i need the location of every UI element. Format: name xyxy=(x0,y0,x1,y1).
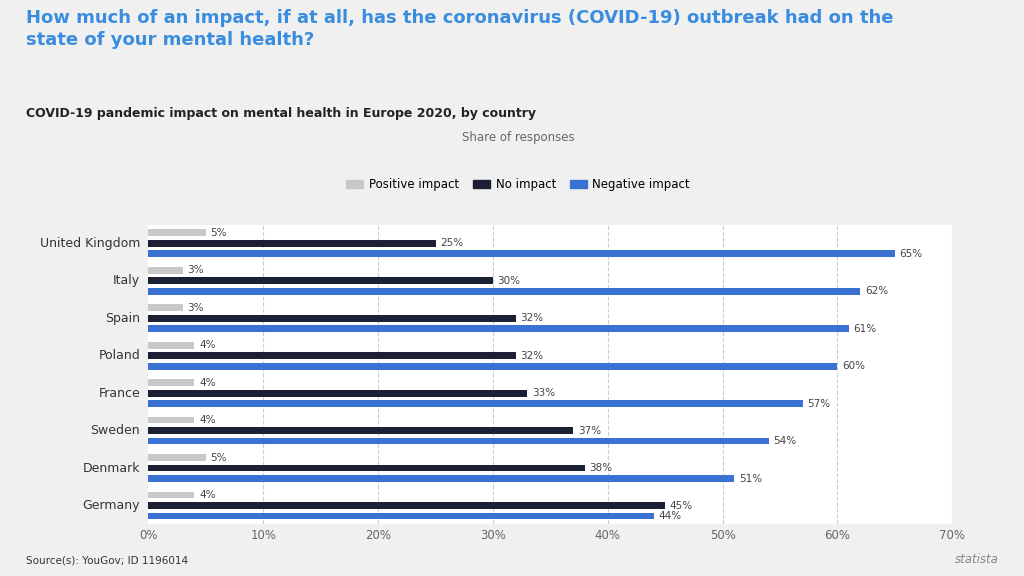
Text: 37%: 37% xyxy=(578,426,601,435)
Text: 57%: 57% xyxy=(808,399,830,408)
Text: Source(s): YouGov; ID 1196014: Source(s): YouGov; ID 1196014 xyxy=(26,556,187,566)
Bar xyxy=(148,304,183,311)
Bar xyxy=(148,454,206,461)
Text: COVID-19 pandemic impact on mental health in Europe 2020, by country: COVID-19 pandemic impact on mental healt… xyxy=(26,107,536,120)
Text: 65%: 65% xyxy=(899,249,923,259)
Text: 61%: 61% xyxy=(854,324,877,334)
Text: 33%: 33% xyxy=(532,388,555,398)
Bar xyxy=(148,475,734,482)
Bar xyxy=(148,465,585,472)
Bar xyxy=(148,438,769,445)
Text: 4%: 4% xyxy=(199,490,215,500)
Text: How much of an impact, if at all, has the coronavirus (COVID-19) outbreak had on: How much of an impact, if at all, has th… xyxy=(26,9,893,49)
Text: 5%: 5% xyxy=(211,453,227,463)
Text: 32%: 32% xyxy=(520,351,544,361)
Legend: Positive impact, No impact, Negative impact: Positive impact, No impact, Negative imp… xyxy=(342,173,695,196)
Bar xyxy=(148,267,183,274)
Text: 25%: 25% xyxy=(440,238,463,248)
Text: 32%: 32% xyxy=(520,313,544,323)
Text: 54%: 54% xyxy=(773,436,797,446)
Bar xyxy=(148,502,666,509)
Text: 60%: 60% xyxy=(842,361,865,371)
Bar xyxy=(148,240,435,247)
Bar xyxy=(148,251,895,257)
Bar xyxy=(148,288,860,294)
Text: 4%: 4% xyxy=(199,378,215,388)
Text: 44%: 44% xyxy=(658,511,681,521)
Bar xyxy=(148,353,516,359)
Text: 3%: 3% xyxy=(187,303,204,313)
Text: 3%: 3% xyxy=(187,265,204,275)
Bar xyxy=(148,277,493,284)
Bar xyxy=(148,325,849,332)
Bar xyxy=(148,427,573,434)
Bar xyxy=(148,379,195,386)
Bar xyxy=(148,400,803,407)
Text: 5%: 5% xyxy=(211,228,227,238)
Bar xyxy=(148,342,195,348)
Text: statista: statista xyxy=(954,552,998,566)
Bar xyxy=(148,492,195,498)
Bar xyxy=(148,390,527,396)
Bar xyxy=(148,363,838,370)
Bar xyxy=(148,513,653,520)
Bar xyxy=(148,229,206,236)
Text: 4%: 4% xyxy=(199,340,215,350)
Text: 45%: 45% xyxy=(670,501,693,510)
Bar xyxy=(148,315,516,321)
Text: 62%: 62% xyxy=(865,286,888,296)
Text: 30%: 30% xyxy=(498,276,520,286)
Text: 38%: 38% xyxy=(590,463,612,473)
Bar xyxy=(148,417,195,423)
Text: 4%: 4% xyxy=(199,415,215,425)
Text: Share of responses: Share of responses xyxy=(462,131,574,144)
Text: 51%: 51% xyxy=(738,473,762,484)
